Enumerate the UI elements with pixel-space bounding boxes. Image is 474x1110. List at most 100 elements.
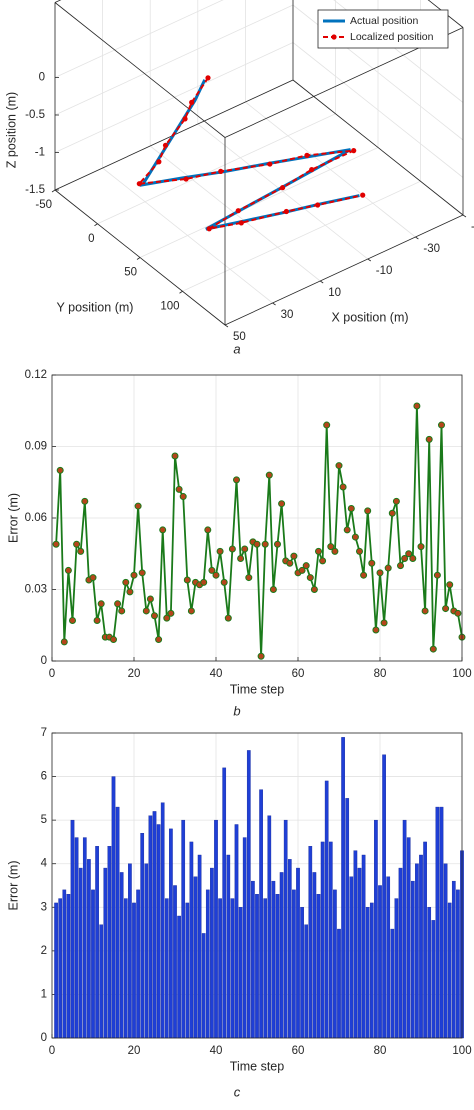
error-point <box>253 540 261 548</box>
bar <box>259 789 263 1039</box>
error-point <box>438 421 445 429</box>
bar <box>95 846 99 1039</box>
tick-mark <box>415 236 419 240</box>
error-point <box>216 547 224 555</box>
trajectory <box>139 79 360 231</box>
error-point <box>380 619 388 627</box>
error-point <box>368 559 376 567</box>
error-point <box>384 564 392 572</box>
bar <box>328 841 333 1039</box>
bar <box>283 819 288 1039</box>
bar <box>263 898 268 1039</box>
bar <box>103 867 108 1039</box>
bar <box>296 867 300 1039</box>
axes-frame <box>51 732 463 1039</box>
error-point <box>134 502 142 510</box>
legend-box <box>317 9 449 49</box>
x-tick-label: 20 <box>128 668 141 680</box>
bar <box>345 798 350 1039</box>
bar <box>316 894 321 1039</box>
y-axis-label: Error (m) <box>6 493 20 543</box>
z-tick-label: 0 <box>39 72 45 84</box>
error-point <box>126 588 134 596</box>
error-point <box>171 452 179 460</box>
error-point <box>52 540 60 548</box>
grid-line <box>182 180 421 292</box>
error-point <box>56 466 64 474</box>
bar <box>275 894 280 1039</box>
bar <box>279 872 284 1039</box>
caption: a <box>233 341 240 356</box>
error-point <box>138 569 146 577</box>
error-point <box>315 547 322 555</box>
x-axis-label: Time step <box>230 1059 284 1073</box>
bar <box>148 815 153 1039</box>
x-tick-label: 60 <box>292 1045 305 1057</box>
bar <box>226 854 231 1039</box>
error-point <box>442 605 450 613</box>
bar <box>361 854 366 1039</box>
bar <box>119 872 124 1039</box>
y-axis-label: Y position (m) <box>57 300 134 314</box>
trajectory-point <box>182 116 188 122</box>
trajectory-point <box>267 161 273 167</box>
error-point <box>97 600 105 608</box>
y-tick-label: 0 <box>41 1032 47 1044</box>
trajectory-point <box>351 148 357 154</box>
bar <box>70 819 75 1039</box>
box-edge <box>427 0 464 28</box>
error-point <box>122 578 130 586</box>
bar <box>128 863 132 1039</box>
tick-mark <box>94 223 98 227</box>
bar <box>255 894 259 1039</box>
x-tick-label: 0 <box>49 668 55 680</box>
bar <box>230 898 235 1039</box>
bar <box>365 907 370 1039</box>
error-point <box>405 550 413 558</box>
bar <box>439 806 444 1039</box>
bar <box>66 894 71 1039</box>
error-point <box>306 574 314 582</box>
bar <box>177 915 181 1039</box>
error-point <box>73 540 81 548</box>
bar <box>427 907 432 1039</box>
axes-frame <box>51 374 463 662</box>
error-point <box>77 547 85 555</box>
caption: b <box>233 703 240 718</box>
bar <box>390 928 395 1039</box>
error-point <box>327 543 335 551</box>
error-point <box>93 616 101 624</box>
error-point <box>69 616 76 624</box>
x-tick-label: 100 <box>452 1045 471 1057</box>
error-line <box>55 405 463 657</box>
bar <box>218 898 222 1039</box>
bar <box>337 928 341 1039</box>
bar <box>374 819 378 1039</box>
y-tick-label: 2 <box>41 945 47 957</box>
bar <box>197 854 202 1039</box>
x-tick-label: 0 <box>49 1045 55 1057</box>
trajectory-point <box>360 192 366 198</box>
bar <box>111 776 116 1039</box>
bar <box>324 780 329 1039</box>
legend-label: Actual position <box>350 15 418 27</box>
bar <box>87 859 91 1039</box>
z-axis-label: Z position (m) <box>4 92 18 168</box>
error-point <box>335 462 343 470</box>
bar <box>78 867 83 1039</box>
trajectory-point <box>189 99 195 105</box>
legend-marker <box>331 34 337 40</box>
bar <box>238 907 243 1039</box>
error-point <box>413 402 421 410</box>
bar <box>242 837 247 1039</box>
box-edge <box>224 214 464 326</box>
bar <box>156 824 161 1039</box>
trajectory-point <box>206 226 212 232</box>
tick-mark <box>136 257 141 260</box>
bar <box>402 819 407 1039</box>
error-point <box>212 571 220 579</box>
bar <box>386 876 391 1039</box>
y-tick-label: 0.12 <box>25 369 47 381</box>
error-point <box>409 555 417 563</box>
